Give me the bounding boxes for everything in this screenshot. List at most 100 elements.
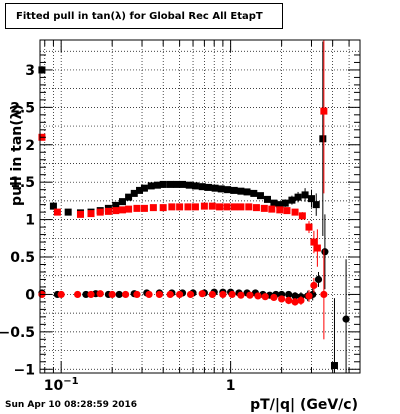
- data-point-square: [224, 186, 232, 194]
- series-2: [38, 40, 328, 267]
- marks-layer: [38, 40, 350, 373]
- data-point-circle: [115, 290, 123, 299]
- data-point-square: [53, 208, 61, 216]
- title-box: Fitted pull in tan(λ) for Global Rec All…: [5, 3, 283, 29]
- data-point-circle: [285, 290, 293, 299]
- data-point-square: [125, 193, 133, 201]
- data-point-square: [118, 198, 126, 206]
- data-point-circle: [342, 315, 350, 323]
- series-0: [38, 41, 338, 373]
- data-point-square: [208, 202, 216, 210]
- data-point-square: [87, 210, 95, 218]
- data-point-circle: [176, 290, 184, 299]
- data-point-circle: [291, 292, 299, 300]
- data-point-square: [204, 183, 212, 191]
- data-point-square: [301, 191, 309, 199]
- data-point-circle: [108, 290, 116, 299]
- data-point-square: [230, 186, 238, 194]
- data-point-circle: [261, 293, 269, 301]
- data-point-square: [313, 244, 321, 252]
- timestamp-footer: Sun Apr 10 08:28:59 2016: [5, 400, 138, 410]
- data-point-circle: [57, 290, 65, 299]
- data-point-square: [237, 187, 245, 195]
- data-point-circle: [186, 290, 195, 299]
- data-point-circle: [285, 296, 293, 305]
- data-point-square: [140, 204, 148, 212]
- data-point-circle: [246, 291, 254, 299]
- data-point-square: [270, 199, 278, 207]
- data-point-circle: [166, 290, 174, 299]
- x-tick-label: 1: [226, 378, 236, 394]
- data-point-square: [305, 223, 313, 231]
- axes-layer: 10−1 1 −1 −0.5 0 0.5 1 1.5 2 2.5 3: [0, 39, 361, 394]
- data-point-circle: [219, 290, 227, 299]
- data-point-square: [230, 203, 238, 211]
- data-point-square: [288, 196, 296, 204]
- x-tick-label: 10−1: [44, 376, 79, 394]
- data-point-square: [112, 207, 120, 215]
- data-point-square: [307, 195, 315, 203]
- data-point-square: [276, 201, 284, 209]
- data-point-square: [312, 201, 320, 209]
- data-point-square: [125, 205, 133, 213]
- y-tick-label: 1.5: [10, 175, 35, 191]
- data-point-square: [263, 195, 271, 203]
- data-point-circle: [314, 275, 323, 284]
- data-point-square: [320, 107, 328, 115]
- data-point-circle: [133, 290, 141, 299]
- y-tick-label: 0.5: [10, 250, 35, 266]
- data-point-square: [49, 202, 57, 210]
- data-point-circle: [254, 292, 262, 300]
- y-tick-label: 0: [25, 287, 35, 303]
- data-point-square: [198, 183, 206, 191]
- data-point-circle: [310, 281, 318, 290]
- data-point-square: [130, 189, 138, 197]
- data-point-square: [166, 180, 174, 188]
- data-point-square: [96, 208, 104, 216]
- y-axis-title: pull in tan(λ): [9, 104, 25, 206]
- data-point-square: [153, 181, 161, 189]
- data-point-square: [191, 182, 199, 190]
- data-point-square: [191, 203, 199, 211]
- data-point-square: [256, 192, 264, 200]
- data-point-square: [252, 204, 260, 212]
- data-point-square: [298, 212, 306, 220]
- plot-frame: [39, 39, 361, 374]
- data-point-square: [179, 180, 187, 188]
- data-point-square: [294, 193, 302, 201]
- data-point-square: [268, 205, 276, 213]
- data-point-square: [136, 186, 144, 194]
- y-tick-label: 3: [25, 63, 35, 79]
- data-point-square: [185, 181, 193, 189]
- data-point-circle: [320, 290, 328, 299]
- data-point-square: [291, 208, 299, 216]
- data-point-square: [112, 201, 120, 209]
- y-tick-label: 1: [25, 213, 35, 229]
- data-point-square: [118, 206, 126, 214]
- y-tick-label: 2.5: [10, 100, 35, 116]
- data-point-square: [245, 203, 253, 211]
- data-point-square: [250, 189, 258, 197]
- data-point-circle: [237, 291, 245, 299]
- data-point-circle: [73, 290, 82, 299]
- chart-title: Fitted pull in tan(λ) for Global Rec All…: [16, 11, 263, 22]
- data-point-square: [133, 204, 141, 212]
- data-point-square: [243, 188, 251, 196]
- data-point-square: [184, 203, 192, 211]
- data-point-square: [310, 238, 318, 246]
- data-point-circle: [297, 296, 305, 305]
- data-point-circle: [305, 292, 313, 300]
- data-point-square: [330, 362, 338, 370]
- data-point-circle: [228, 290, 236, 299]
- data-point-square: [276, 206, 284, 214]
- data-point-square: [159, 180, 167, 188]
- data-point-square: [168, 203, 176, 211]
- data-point-square: [147, 182, 155, 190]
- data-point-square: [64, 208, 72, 216]
- data-point-square: [176, 203, 184, 211]
- data-point-square: [319, 135, 327, 143]
- y-tick-label: 2: [25, 138, 35, 154]
- data-point-square: [200, 202, 208, 210]
- data-point-circle: [321, 248, 329, 256]
